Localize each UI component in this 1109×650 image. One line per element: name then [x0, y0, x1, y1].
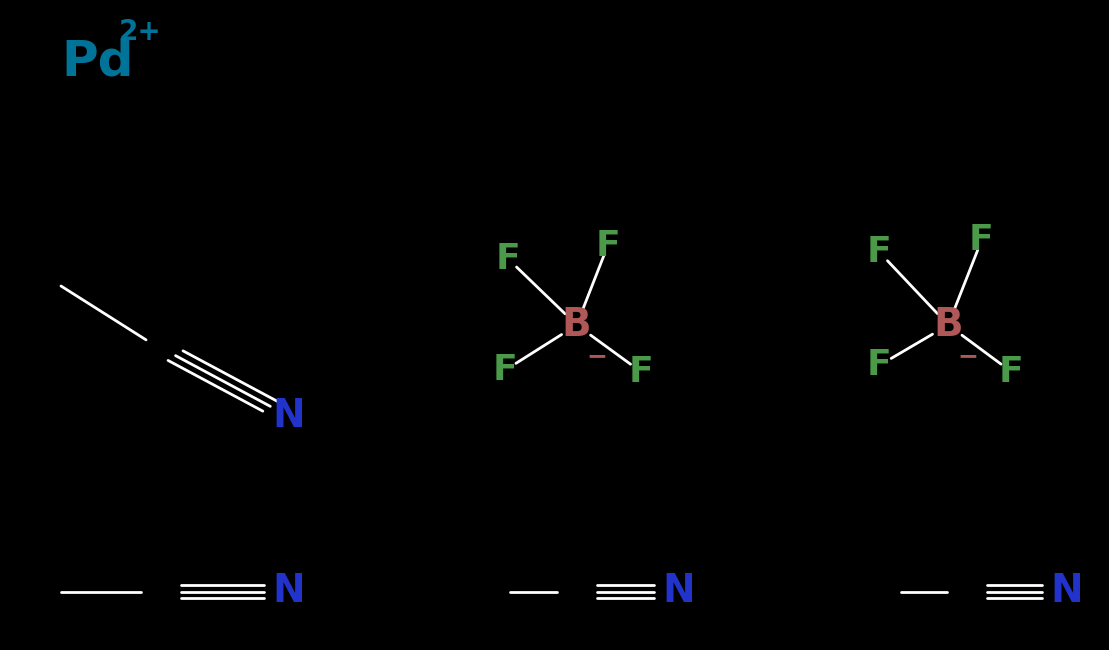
Text: B: B — [934, 306, 963, 344]
Text: −: − — [587, 344, 607, 368]
Text: F: F — [867, 348, 892, 382]
Text: F: F — [999, 355, 1024, 389]
Text: 2+: 2+ — [119, 18, 162, 47]
Text: F: F — [969, 224, 994, 257]
Text: F: F — [629, 355, 653, 389]
Text: N: N — [272, 573, 305, 610]
Text: −: − — [958, 344, 978, 368]
Text: Pd: Pd — [61, 38, 133, 86]
Text: F: F — [492, 354, 517, 387]
Text: F: F — [596, 229, 620, 263]
Text: N: N — [272, 397, 305, 435]
Text: N: N — [662, 573, 695, 610]
Text: F: F — [496, 242, 520, 276]
Text: B: B — [562, 306, 591, 344]
Text: N: N — [1050, 573, 1083, 610]
Text: F: F — [867, 235, 892, 269]
